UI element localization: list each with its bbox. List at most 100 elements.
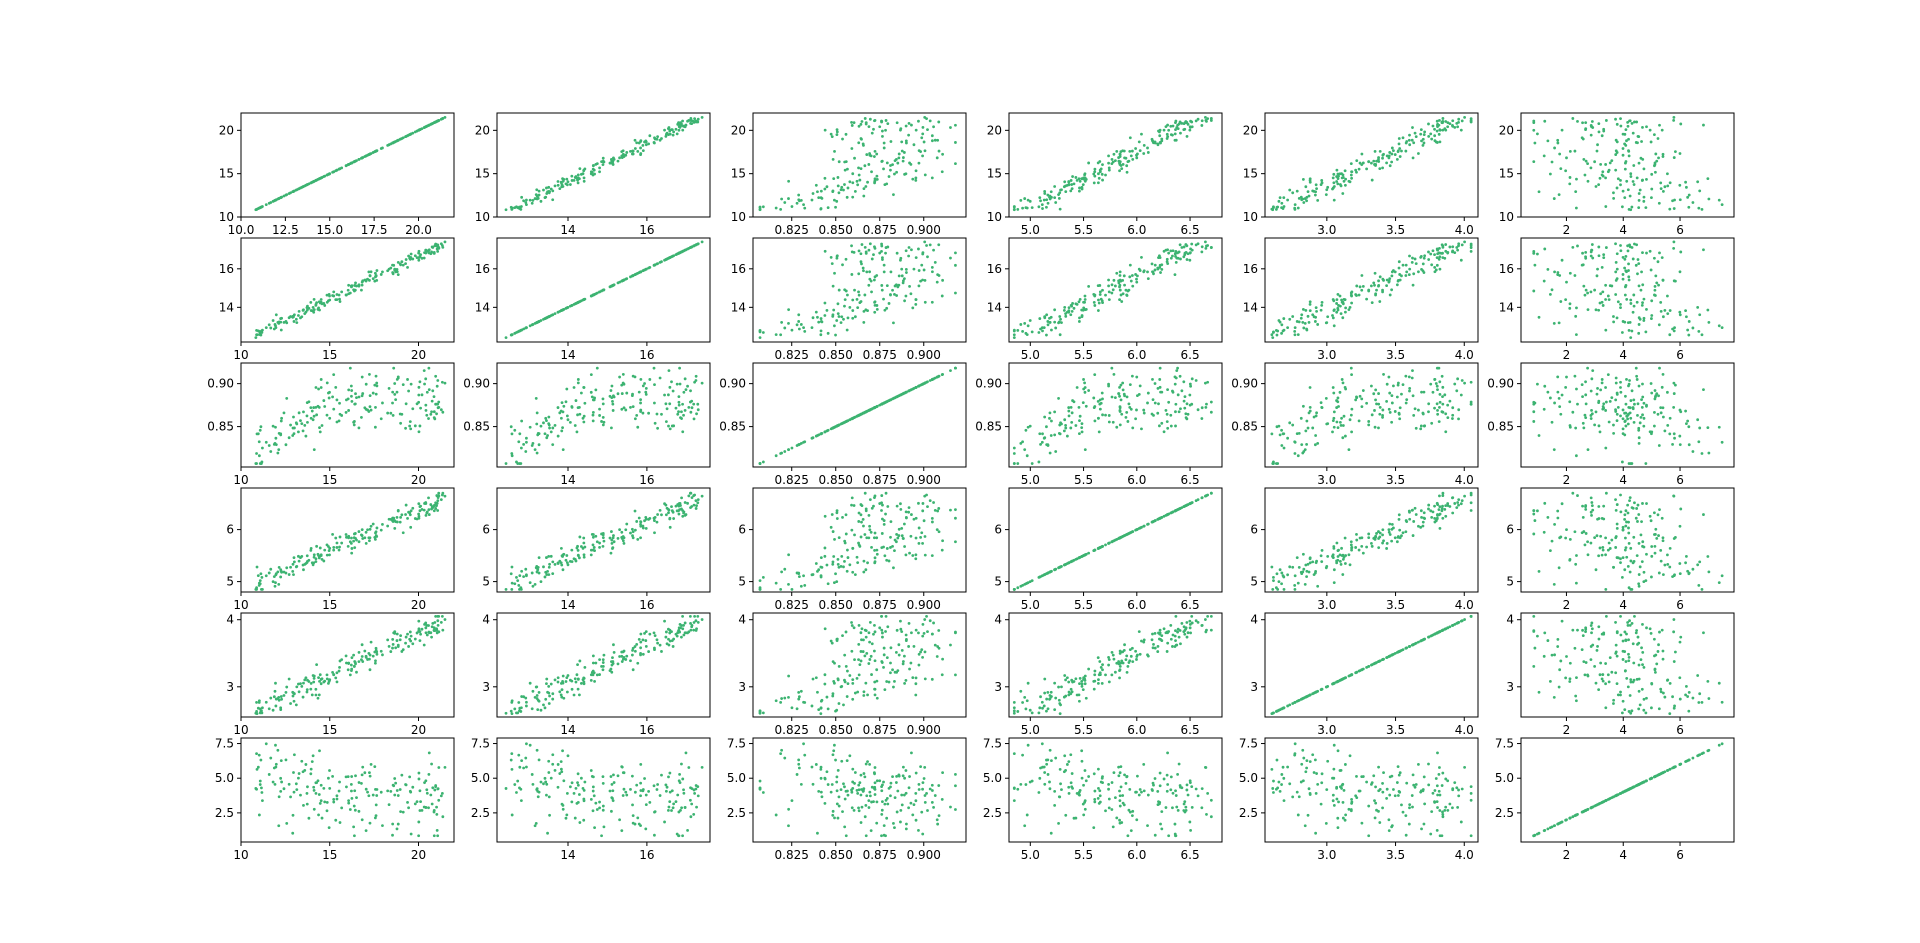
scatter-point bbox=[1119, 383, 1123, 387]
scatter-point bbox=[954, 141, 957, 144]
scatter-point bbox=[1602, 402, 1606, 406]
scatter-point bbox=[1571, 117, 1575, 120]
scatter-point bbox=[1308, 561, 1312, 565]
scatter-point bbox=[1165, 132, 1169, 136]
scatter-point bbox=[672, 517, 676, 520]
x-tick-label: 0.850 bbox=[819, 473, 853, 487]
scatter-point bbox=[328, 416, 332, 420]
scatter-point bbox=[1652, 133, 1656, 137]
scatter-point bbox=[1374, 398, 1377, 402]
scatter-point bbox=[620, 535, 624, 539]
scatter-point bbox=[1151, 398, 1155, 402]
scatter-point bbox=[400, 513, 404, 517]
scatter-point bbox=[1641, 301, 1644, 305]
scatter-point bbox=[1190, 377, 1194, 381]
scatter-point bbox=[1621, 427, 1625, 431]
scatter-point bbox=[831, 426, 835, 430]
scatter-point bbox=[316, 552, 320, 556]
scatter-point bbox=[851, 546, 855, 550]
scatter-point bbox=[1092, 301, 1096, 304]
scatter-point bbox=[1286, 436, 1290, 440]
scatter-point bbox=[1586, 162, 1589, 166]
scatter-point bbox=[1070, 187, 1074, 191]
scatter-point bbox=[1342, 298, 1346, 301]
x-tick-label: 10 bbox=[233, 473, 248, 487]
scatter-point bbox=[903, 172, 906, 176]
scatter-point bbox=[1030, 206, 1034, 209]
scatter-point bbox=[1672, 494, 1676, 498]
scatter-point bbox=[1311, 560, 1315, 564]
scatter-point bbox=[694, 499, 698, 503]
scatter-point bbox=[352, 539, 356, 543]
scatter-point bbox=[1306, 190, 1310, 194]
scatter-point bbox=[581, 416, 585, 420]
scatter-point bbox=[420, 393, 424, 397]
scatter-point bbox=[423, 382, 426, 386]
scatter-point bbox=[940, 548, 944, 552]
scatter-point bbox=[534, 397, 538, 400]
scatter-point bbox=[542, 188, 545, 192]
x-tick-label: 2 bbox=[1563, 473, 1571, 487]
scatter-point bbox=[1654, 152, 1658, 156]
scatter-point bbox=[637, 141, 641, 145]
scatter-point bbox=[1390, 152, 1394, 156]
scatter-point bbox=[1286, 573, 1290, 577]
scatter-point bbox=[652, 366, 656, 370]
scatter-point bbox=[1623, 320, 1627, 324]
scatter-point bbox=[368, 536, 372, 540]
y-tick-label: 14 bbox=[475, 300, 490, 314]
scatter-point bbox=[1028, 199, 1032, 203]
scatter-point bbox=[783, 201, 787, 204]
scatter-point bbox=[1373, 149, 1377, 153]
scatter-point bbox=[1422, 516, 1426, 520]
x-tick-label: 5.0 bbox=[1021, 223, 1040, 237]
scatter-point bbox=[1430, 421, 1434, 425]
scatter-point bbox=[1043, 315, 1047, 319]
scatter-point bbox=[1614, 168, 1618, 172]
scatter-point bbox=[1016, 328, 1020, 332]
scatter-point bbox=[1453, 125, 1457, 129]
scatter-point bbox=[1684, 409, 1687, 413]
scatter-point bbox=[1157, 402, 1160, 406]
scatter-point bbox=[1067, 306, 1071, 310]
scatter-point bbox=[1626, 511, 1630, 515]
scatter-point bbox=[917, 384, 921, 388]
scatter-point bbox=[1128, 263, 1132, 267]
scatter-point bbox=[1598, 430, 1602, 434]
scatter-point bbox=[1296, 581, 1300, 585]
scatter-point bbox=[1042, 198, 1046, 202]
scatter-point bbox=[1444, 120, 1448, 123]
scatter-point bbox=[1564, 169, 1568, 173]
scatter-point bbox=[696, 117, 700, 121]
scatter-point bbox=[1408, 143, 1412, 147]
scatter-point bbox=[312, 448, 316, 452]
scatter-point bbox=[320, 302, 324, 306]
x-tick-label: 14 bbox=[560, 598, 575, 612]
scatter-point bbox=[1024, 331, 1028, 335]
scatter-point bbox=[853, 573, 857, 576]
scatter-point bbox=[1280, 428, 1283, 432]
scatter-point bbox=[1602, 517, 1606, 521]
scatter-point bbox=[531, 442, 535, 445]
scatter-point bbox=[1717, 198, 1721, 202]
scatter-point bbox=[797, 313, 801, 317]
scatter-point bbox=[853, 156, 856, 160]
scatter-point bbox=[639, 520, 643, 524]
scatter-point bbox=[1448, 399, 1452, 403]
scatter-point bbox=[1332, 185, 1336, 188]
scatter-point bbox=[345, 398, 348, 402]
scatter-point bbox=[1338, 294, 1342, 298]
scatter-point bbox=[1160, 390, 1164, 394]
scatter-point bbox=[1110, 283, 1114, 287]
scatter-point bbox=[1457, 117, 1461, 121]
scatter-point bbox=[561, 568, 565, 572]
scatter-point bbox=[656, 135, 659, 139]
scatter-point bbox=[1604, 446, 1608, 450]
scatter-point bbox=[919, 279, 922, 283]
scatter-point bbox=[1370, 384, 1373, 388]
scatter-point bbox=[436, 509, 440, 512]
scatter-point bbox=[1078, 320, 1081, 323]
scatter-point bbox=[601, 536, 605, 540]
scatter-point bbox=[653, 401, 656, 405]
scatter-point bbox=[565, 177, 569, 181]
